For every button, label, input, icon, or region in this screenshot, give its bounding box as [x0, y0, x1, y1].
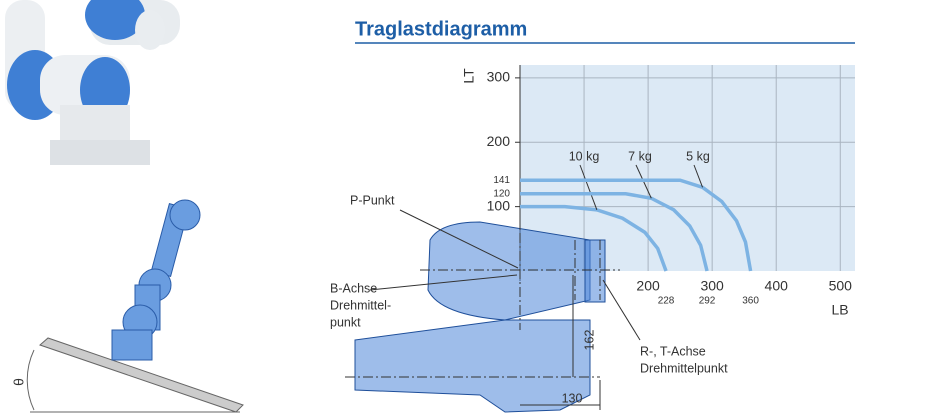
- x-tick-label: 200: [636, 278, 660, 294]
- dimension-vertical: 162: [582, 330, 596, 351]
- diagram: θ Traglastdiagramm 200 300 400 500 100 200 300…: [0, 0, 940, 419]
- y-axis-label: LT: [461, 68, 477, 84]
- b-axis-label: Drehmittel-: [330, 298, 391, 312]
- dimension-horizontal: 130: [562, 391, 583, 405]
- y-minor-label: 120: [493, 188, 510, 199]
- page: {"title": "Traglastdiagramm", "chart_dat…: [0, 0, 940, 419]
- tilted-robot: [27, 200, 243, 412]
- x-minor-label: 292: [699, 296, 716, 307]
- y-tick-label: 300: [487, 69, 511, 85]
- x-tick-label: 300: [700, 278, 724, 294]
- series-label: 10 kg: [569, 149, 600, 163]
- y-minor-label: 141: [493, 175, 510, 186]
- series-label: 7 kg: [628, 149, 652, 163]
- rt-axis-label: Drehmittelpunkt: [640, 361, 728, 375]
- x-minor-label: 360: [742, 296, 759, 307]
- x-axis-label: LB: [831, 302, 848, 318]
- p-point-label: P-Punkt: [350, 193, 395, 207]
- theta-label: θ: [11, 378, 27, 386]
- x-minor-label: 228: [658, 296, 675, 307]
- series-label: 5 kg: [686, 149, 710, 163]
- rt-axis-label: R-, T-Achse: [640, 344, 706, 358]
- y-tick-label: 200: [487, 133, 511, 149]
- y-tick-label: 100: [487, 197, 511, 213]
- robot-photo: [5, 0, 180, 165]
- title: Traglastdiagramm: [355, 18, 527, 40]
- b-axis-label: B-Achse: [330, 281, 377, 295]
- b-axis-label: punkt: [330, 315, 361, 329]
- flange-drawing: [355, 222, 605, 412]
- x-tick-label: 400: [765, 278, 789, 294]
- x-tick-label: 500: [829, 278, 853, 294]
